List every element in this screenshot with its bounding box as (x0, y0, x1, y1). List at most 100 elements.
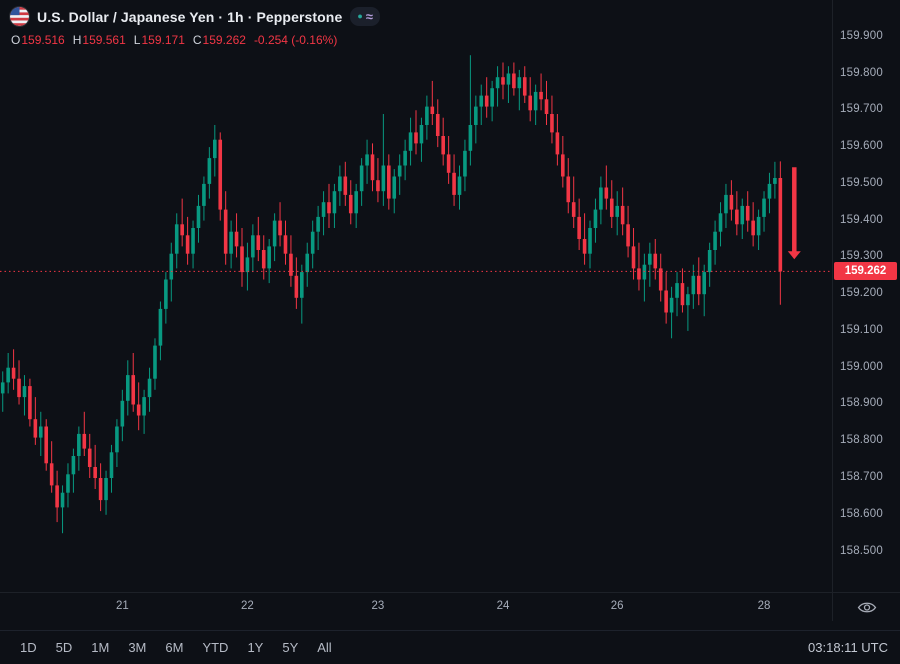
candle-body (751, 221, 755, 236)
candle-body (110, 452, 114, 478)
candle-body (34, 419, 38, 437)
down-arrow-annotation[interactable] (788, 167, 801, 259)
candle-body (719, 213, 723, 231)
candle-body (534, 92, 538, 110)
price-axis-label: 159.100 (840, 324, 883, 336)
candle-body (50, 463, 54, 485)
market-status-dot-icon[interactable]: ● (357, 12, 362, 21)
time-axis-label: 22 (237, 600, 257, 612)
candle-body (77, 434, 81, 456)
price-axis-label: 159.500 (840, 177, 883, 189)
symbol-title[interactable]: U.S. Dollar / Japanese Yen · 1h · Pepper… (37, 9, 342, 25)
candle-body (208, 158, 212, 184)
candle-body (153, 346, 157, 379)
price-axis-label: 159.400 (840, 214, 883, 226)
candle-body (490, 88, 494, 106)
candle-body (561, 154, 565, 176)
price-axis-label: 158.700 (840, 471, 883, 483)
candle-body (474, 107, 478, 125)
candle-body (485, 96, 489, 107)
range-button-5y[interactable]: 5Y (274, 637, 306, 658)
compare-wave-icon[interactable]: ≈ (366, 10, 373, 23)
candle-body (376, 180, 380, 191)
symbol-badges: ● ≈ (350, 7, 380, 26)
candle-body (708, 250, 712, 272)
candle-body (82, 434, 86, 449)
time-axis[interactable]: 212223242628 (0, 592, 832, 621)
candle-body (39, 427, 43, 438)
ohlc-readout: O 159.516 H 159.561 L 159.171 C 159.262 … (11, 33, 337, 47)
candle-body (93, 467, 97, 478)
price-axis-label: 159.600 (840, 140, 883, 152)
range-button-ytd[interactable]: YTD (194, 637, 236, 658)
candle-body (229, 232, 233, 254)
bottom-toolbar: 1D5D1M3M6MYTD1Y5YAll 03:18:11 UTC (0, 630, 900, 664)
candle-body (713, 232, 717, 250)
candle-body (594, 210, 598, 228)
candle-body (479, 96, 483, 107)
candle-body (300, 272, 304, 298)
candle-body (507, 74, 511, 85)
candle-body (382, 166, 386, 192)
range-button-1d[interactable]: 1D (12, 637, 45, 658)
time-axis-label: 28 (754, 600, 774, 612)
high-label: H (73, 33, 82, 47)
chart-plot-area[interactable] (0, 0, 832, 592)
candle-body (724, 195, 728, 213)
candle-body (583, 239, 587, 254)
candle-body (768, 184, 772, 199)
candle-body (398, 166, 402, 177)
candle-body (599, 188, 603, 210)
range-button-6m[interactable]: 6M (157, 637, 191, 658)
candle-body (425, 107, 429, 125)
candle-body (273, 221, 277, 247)
candle-body (1, 382, 5, 393)
candle-body (104, 478, 108, 500)
candle-body (142, 397, 146, 415)
time-axis-label: 24 (493, 600, 513, 612)
candle-body (610, 199, 614, 217)
candle-body (289, 254, 293, 276)
candle-body (441, 136, 445, 154)
candlestick-canvas[interactable] (0, 0, 832, 592)
change-value: -0.254 (-0.16%) (254, 33, 337, 47)
candle-body (675, 283, 679, 298)
candle-body (496, 77, 500, 88)
timezone-clock[interactable]: 03:18:11 UTC (808, 640, 888, 655)
candle-body (267, 246, 271, 268)
candle-body (164, 280, 168, 309)
price-axis-label: 159.200 (840, 287, 883, 299)
candle-body (240, 246, 244, 272)
candle-body (202, 184, 206, 206)
candle-body (692, 276, 696, 294)
eye-icon[interactable] (857, 600, 877, 615)
candle-body (333, 191, 337, 213)
candle-body (148, 379, 152, 397)
candle-body (99, 478, 103, 500)
range-button-1y[interactable]: 1Y (239, 637, 271, 658)
price-axis[interactable]: 159.900159.800159.700159.600159.500159.4… (832, 0, 900, 592)
candle-body (458, 177, 462, 195)
candle-body (44, 427, 48, 464)
range-button-3m[interactable]: 3M (120, 637, 154, 658)
range-button-all[interactable]: All (309, 637, 339, 658)
candle-body (72, 456, 76, 474)
axes-corner (832, 592, 900, 621)
time-axis-label: 23 (368, 600, 388, 612)
candle-body (632, 246, 636, 268)
candle-body (218, 140, 222, 210)
candle-body (365, 154, 369, 165)
price-axis-label: 158.500 (840, 545, 883, 557)
candle-body (566, 177, 570, 203)
candle-body (512, 74, 516, 89)
candle-body (322, 202, 326, 217)
candle-body (653, 254, 657, 269)
candle-body (159, 309, 163, 346)
candle-body (131, 375, 135, 404)
range-button-5d[interactable]: 5D (48, 637, 81, 658)
range-button-1m[interactable]: 1M (83, 637, 117, 658)
candle-body (773, 178, 777, 184)
candle-body (545, 99, 549, 114)
candle-body (686, 294, 690, 305)
candle-body (735, 210, 739, 225)
